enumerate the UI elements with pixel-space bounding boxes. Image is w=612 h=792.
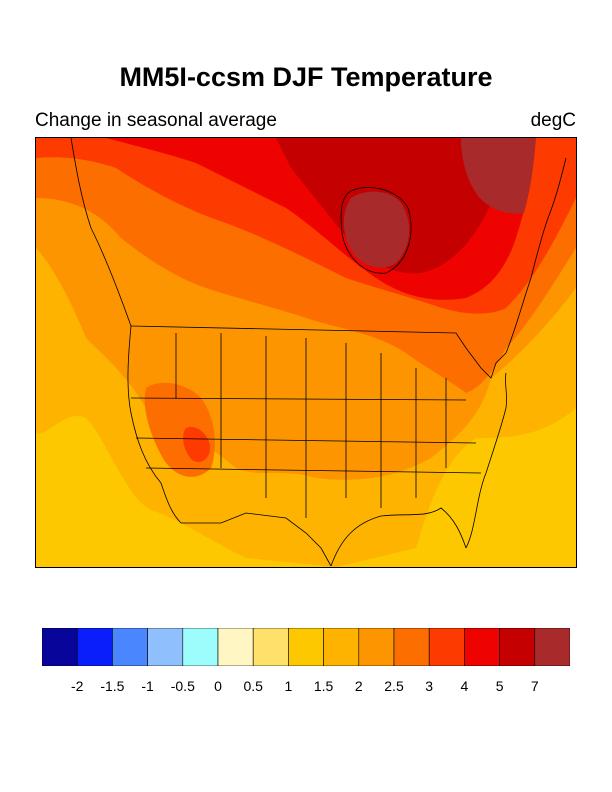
colorbar-tick-label: 5 xyxy=(495,678,504,694)
colorbar xyxy=(41,627,571,667)
coast-hudson-bay xyxy=(340,187,412,274)
chart-subtitle: Change in seasonal average xyxy=(35,110,277,131)
colorbar-tick-label: -0.5 xyxy=(170,678,195,694)
colorbar-box-12 xyxy=(464,627,500,667)
coast-canada-east xyxy=(505,157,567,354)
units-label: degC xyxy=(530,110,576,131)
border-us-mexico xyxy=(181,512,332,567)
chart-title: MM5I-ccsm DJF Temperature xyxy=(119,62,493,92)
colorbar-box-9 xyxy=(358,627,395,667)
colorbar-box-7 xyxy=(288,627,324,667)
colorbar-tick-label: -1.5 xyxy=(100,678,125,694)
colorbar-box-3 xyxy=(147,627,184,667)
colorbar-box-2 xyxy=(112,627,148,667)
colorbar-box-10 xyxy=(393,627,430,667)
border-us-canada xyxy=(130,325,507,379)
colorbar-tick-label: 4 xyxy=(460,678,469,694)
colorbar-tick-label: -2 xyxy=(70,678,84,694)
colorbar-box-4 xyxy=(182,627,219,667)
colorbar-tick-label: 0.5 xyxy=(243,678,263,694)
colorbar-box-0 xyxy=(41,627,78,667)
coast-us-west xyxy=(127,325,182,524)
colorbar-box-5 xyxy=(217,627,254,667)
coast-canada-west xyxy=(70,138,132,327)
colorbar-tick-label: 7 xyxy=(530,678,539,694)
colorbar-box-11 xyxy=(428,627,465,667)
colorbar-ticks: -2 -1.5 -1 -0.5 0 0.5 1 1.5 2 2.5 3 4 5 7 xyxy=(0,678,612,700)
field-band-max-hudson xyxy=(343,191,410,268)
field-band-max-northeast xyxy=(461,138,536,214)
colorbar-tick-label: 0 xyxy=(214,678,222,694)
state-lines xyxy=(130,333,482,518)
colorbar-tick-label: 2 xyxy=(354,678,363,694)
colorbar-svg xyxy=(41,627,571,667)
temperature-change-map xyxy=(35,137,577,568)
colorbar-tick-label: 2.5 xyxy=(384,678,404,694)
colorbar-box-13 xyxy=(499,627,536,667)
coast-gulf xyxy=(330,507,467,567)
colorbar-tick-label: 1 xyxy=(284,678,293,694)
colorbar-tick-label: -1 xyxy=(141,678,154,694)
colorbar-box-8 xyxy=(323,627,360,667)
coast-east xyxy=(465,372,507,549)
field-band-west-anomaly-core xyxy=(183,427,211,463)
colorbar-box-14 xyxy=(534,627,571,667)
colorbar-box-1 xyxy=(76,627,113,667)
colorbar-tick-label: 1.5 xyxy=(313,678,334,694)
colorbar-tick-label: 3 xyxy=(425,678,434,694)
colorbar-box-6 xyxy=(252,627,289,667)
